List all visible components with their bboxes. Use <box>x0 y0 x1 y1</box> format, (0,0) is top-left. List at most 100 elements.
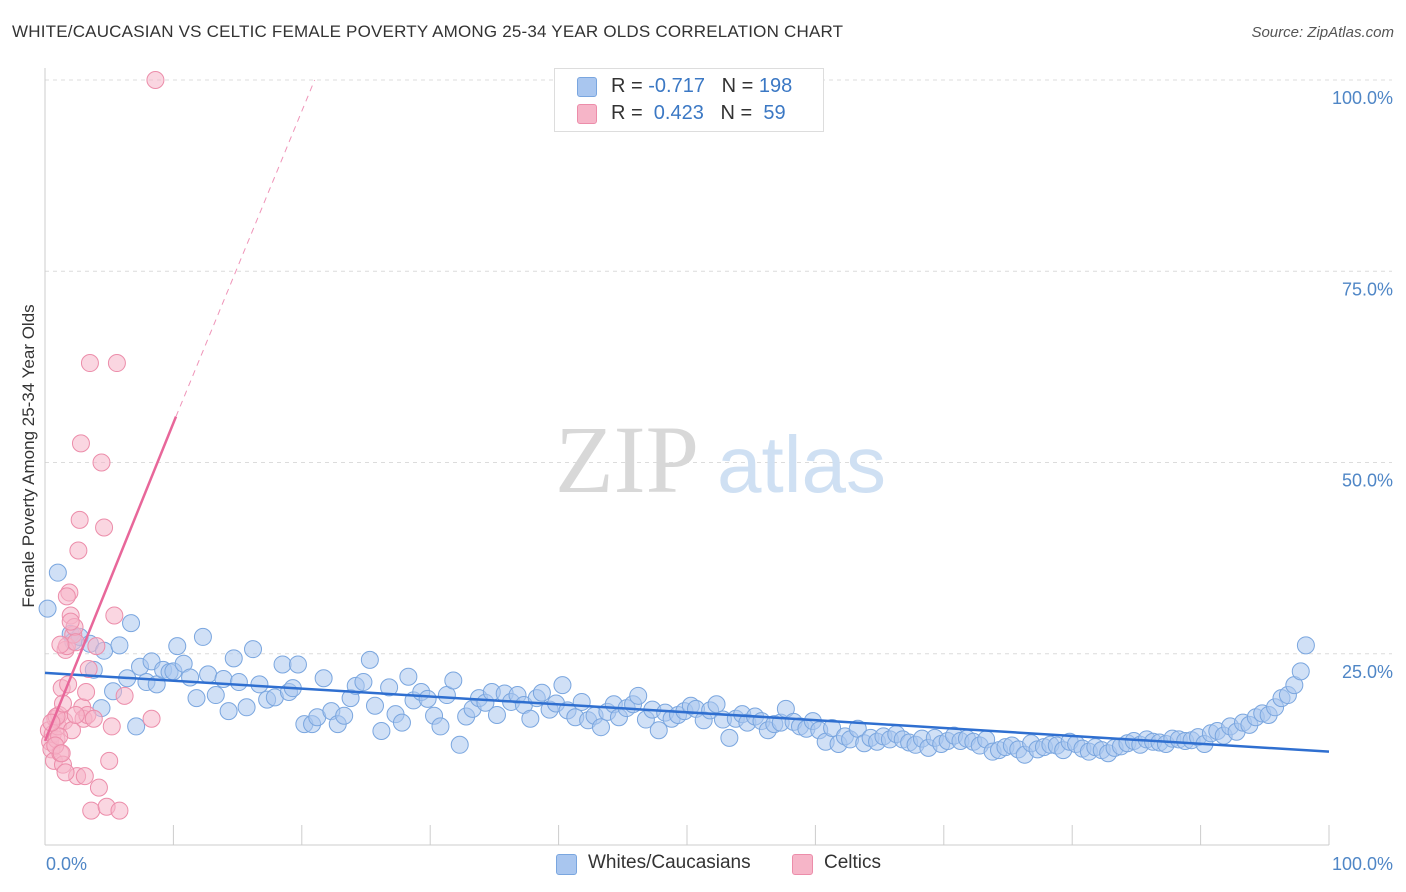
y-tick-label: 75.0% <box>1342 279 1393 299</box>
legend-label-celtics: Celtics <box>824 852 882 873</box>
data-point <box>115 686 134 705</box>
data-point <box>229 673 248 692</box>
n-label: N = <box>720 102 758 124</box>
data-point <box>399 667 418 686</box>
data-point <box>56 763 75 782</box>
data-point <box>69 541 88 560</box>
data-point <box>181 668 200 687</box>
data-point <box>51 635 70 654</box>
data-point <box>142 709 161 728</box>
legend-swatch-whites <box>577 77 597 97</box>
data-point <box>80 354 99 373</box>
watermark: ZIP atlas <box>555 406 886 513</box>
data-point <box>1296 636 1315 655</box>
data-point <box>87 637 106 656</box>
n-value-whites: 198 <box>758 75 793 97</box>
data-point <box>168 637 187 656</box>
data-point <box>418 689 437 708</box>
y-tick-label: 100.0% <box>1332 88 1393 108</box>
data-point <box>110 801 129 820</box>
y-tick-label: 50.0% <box>1342 471 1393 491</box>
legend-swatch-celtics <box>577 104 597 124</box>
data-point <box>193 627 212 646</box>
data-point <box>591 718 610 737</box>
data-point <box>52 744 71 763</box>
data-point <box>823 718 842 737</box>
data-point <box>444 671 463 690</box>
data-point <box>365 696 384 715</box>
x-tick-label-max: 100.0% <box>1332 854 1393 874</box>
data-point <box>487 705 506 724</box>
axes <box>44 68 1330 846</box>
data-point <box>102 717 121 736</box>
data-point <box>572 692 591 711</box>
x-tick-label-min: 0.0% <box>46 854 87 874</box>
series-celtics <box>39 71 165 820</box>
chart-title: WHITE/CAUCASIAN VS CELTIC FEMALE POVERTY… <box>12 22 844 41</box>
data-points <box>38 71 1315 820</box>
trend-line-celtics <box>43 416 178 742</box>
data-point <box>707 695 726 714</box>
data-point <box>199 665 218 684</box>
data-point <box>553 676 572 695</box>
data-point <box>82 801 101 820</box>
data-point <box>38 599 57 618</box>
r-value-whites: -0.717 <box>648 75 705 97</box>
series-whites <box>38 563 1315 764</box>
data-point <box>100 751 119 770</box>
data-point <box>84 709 103 728</box>
data-point <box>79 660 98 679</box>
n-label: N = <box>721 75 759 97</box>
data-point <box>224 649 243 668</box>
data-point <box>1291 662 1310 681</box>
data-point <box>532 683 551 702</box>
data-point <box>237 698 256 717</box>
data-point <box>57 587 76 606</box>
data-point <box>250 675 269 694</box>
watermark-atlas: atlas <box>717 420 886 509</box>
data-point <box>61 612 80 631</box>
source-credit: Source: ZipAtlas.com <box>1251 24 1394 41</box>
data-point <box>48 563 67 582</box>
data-point <box>187 689 206 708</box>
n-value-celtics: 59 <box>757 102 786 124</box>
data-point <box>273 655 292 674</box>
data-point <box>720 728 739 747</box>
data-point <box>392 713 411 732</box>
legend-swatch-celtics <box>792 854 813 875</box>
data-point <box>380 678 399 697</box>
data-point <box>521 709 540 728</box>
watermark-zip: ZIP <box>555 406 699 513</box>
trend-line-celtics-extension <box>175 79 316 417</box>
data-point <box>66 705 85 724</box>
data-point <box>360 650 379 669</box>
data-point <box>219 702 238 721</box>
data-point <box>95 518 114 537</box>
y-axis-label: Female Poverty Among 25-34 Year Olds <box>19 304 38 607</box>
data-point <box>127 717 146 736</box>
trend-lines <box>43 79 1330 753</box>
data-point <box>107 354 126 373</box>
data-point <box>450 735 469 754</box>
data-point <box>206 686 225 705</box>
data-point <box>110 636 129 655</box>
data-point <box>431 717 450 736</box>
stats-legend: R = -0.717 N = 198 R = 0.423 N = 59 <box>554 68 824 132</box>
legend-label-whites: Whites/Caucasians <box>588 852 751 873</box>
data-point <box>92 453 111 472</box>
data-point <box>372 722 391 741</box>
data-point <box>77 683 96 701</box>
r-label: R = <box>611 102 649 124</box>
data-point <box>649 721 668 740</box>
data-point <box>314 669 333 688</box>
r-label: R = <box>611 75 649 97</box>
data-point <box>146 71 165 89</box>
r-value-celtics: 0.423 <box>648 102 704 124</box>
data-point <box>89 778 108 797</box>
gridlines <box>45 79 1392 655</box>
data-point <box>335 706 354 725</box>
data-point <box>105 606 124 625</box>
data-point <box>354 673 373 692</box>
y-tick-label: 25.0% <box>1342 662 1393 682</box>
